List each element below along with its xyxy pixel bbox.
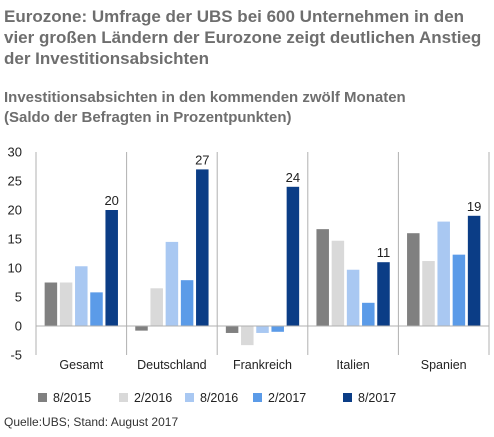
subtitle-line-1: Investitionsabsichten in den kommenden z… [4,89,406,106]
bar [346,269,360,326]
bar [467,215,481,326]
bar [422,261,435,326]
y-tick-label: 5 [15,290,22,305]
bar [90,292,103,326]
bar [44,282,58,326]
legend-swatch [119,393,128,402]
legend-swatch [253,393,262,402]
legend-swatch [343,393,352,402]
bar [407,233,420,326]
bar [75,266,88,326]
legend-swatch [38,393,47,402]
chart-subtitle: Investitionsabsichten in den kommenden z… [4,88,490,128]
y-tick-label: -5 [10,348,22,363]
legend-label: 8/2017 [358,391,396,405]
data-label: 19 [467,199,481,214]
bar [180,280,194,326]
bar [165,241,179,326]
data-label: 24 [286,170,300,185]
category-label: Italien [336,358,369,372]
bar [241,326,254,346]
bar [452,254,466,326]
category-label: Spanien [421,358,467,372]
bar [105,210,118,326]
legend-swatch [185,393,194,402]
category-label: Frankreich [233,358,292,372]
y-tick-label: 30 [8,145,22,160]
bar [271,326,284,332]
data-label: 20 [104,193,118,208]
y-tick-label: 0 [15,319,22,334]
data-label: 11 [377,245,391,260]
bar [362,302,375,326]
bar [437,221,450,326]
legend-label: 8/2016 [200,391,238,405]
chart-title: Eurozone: Umfrage der UBS bei 600 Untern… [4,7,482,68]
source-note: Quelle:UBS; Stand: August 2017 [4,415,179,429]
bar [256,326,269,333]
bar [225,326,239,333]
legend-label: 2/2016 [134,391,172,405]
legend-label: 2/2017 [268,391,306,405]
category-label: Deutschland [137,358,207,372]
bar [286,186,300,326]
y-tick-label: 15 [8,232,22,247]
category-label: Gesamt [59,358,103,372]
bar [316,229,329,326]
bar [377,262,390,326]
y-tick-label: 20 [8,203,22,218]
data-label: 27 [195,152,209,167]
legend-label: 8/2015 [53,391,91,405]
y-tick-label: 25 [8,174,22,189]
y-tick-label: 10 [8,261,22,276]
bar [150,288,163,326]
bar [59,282,73,326]
bar [135,326,148,331]
bar [331,240,345,326]
subtitle-line-2: (Saldo der Befragten in Prozentpunkten) [4,109,292,126]
bar [196,169,209,326]
